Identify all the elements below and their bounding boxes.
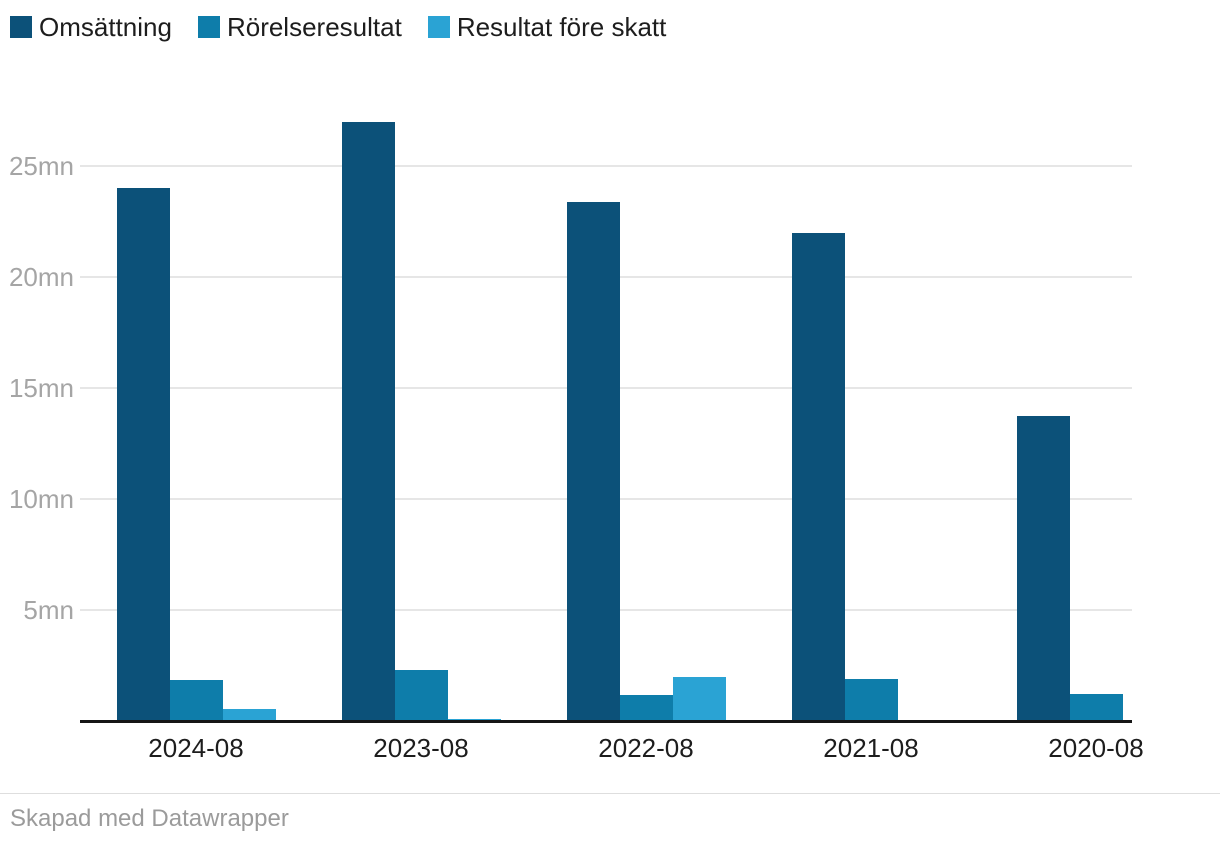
bar-series0-2021-08 (792, 233, 845, 721)
datawrapper-attribution[interactable]: Skapad med Datawrapper (10, 805, 289, 832)
bar-series1-2020-08 (1070, 694, 1123, 721)
legend-item: Omsättning (10, 13, 172, 41)
bar-series1-2023-08 (395, 670, 448, 721)
y-axis-label: 25mn (8, 151, 74, 181)
legend-swatch-0 (10, 16, 32, 38)
legend-label: Rörelseresultat (226, 12, 402, 42)
bar-series1-2022-08 (620, 695, 673, 721)
bar-series2-2022-08 (673, 677, 726, 721)
bar-series0-2020-08 (1017, 416, 1070, 721)
legend-item: Rörelseresultat (197, 12, 402, 42)
bar-series2-2024-08 (223, 709, 276, 721)
bar-series0-2024-08 (117, 188, 170, 721)
y-axis-label: 10mn (8, 484, 74, 514)
y-axis-label: 20mn (8, 262, 74, 292)
legend-label: Omsättning (39, 12, 172, 42)
bar-series1-2021-08 (845, 679, 898, 721)
x-axis-label: 2024-08 (148, 733, 244, 763)
legend: Omsättning Rörelseresultat Resultat före s… (10, 13, 692, 41)
gridline (80, 165, 1132, 167)
legend-label: Resultat före skatt (456, 12, 667, 42)
x-axis-label: 2022-08 (598, 733, 694, 763)
bar-series0-2023-08 (342, 122, 395, 721)
bar-series1-2024-08 (170, 680, 223, 721)
x-axis-label: 2021-08 (823, 733, 919, 763)
x-axis-label: 2023-08 (373, 733, 469, 763)
y-axis-label: 5mn (23, 595, 74, 625)
y-axis-label: 15mn (8, 373, 74, 403)
footer-divider (0, 793, 1220, 794)
bar-series0-2022-08 (567, 202, 620, 721)
legend-swatch-2 (427, 16, 450, 38)
legend-swatch-1 (197, 16, 220, 38)
x-axis-line (80, 720, 1132, 723)
x-axis-label: 2020-08 (1048, 733, 1144, 763)
legend-item: Resultat före skatt (427, 12, 667, 42)
